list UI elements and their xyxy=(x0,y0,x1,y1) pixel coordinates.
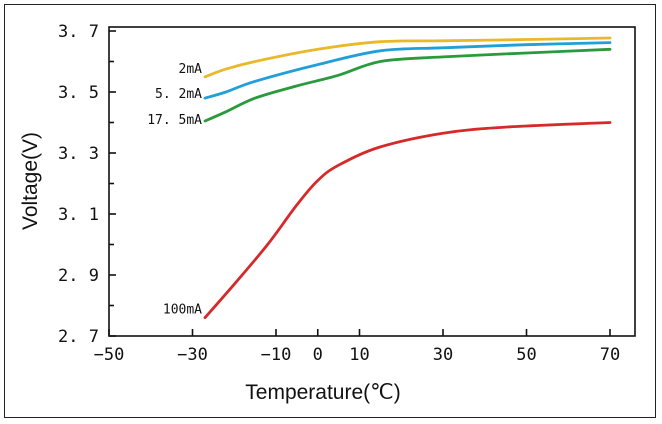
y-tick-label: 3. 5 xyxy=(58,83,99,103)
x-tick-label: 70 xyxy=(600,345,620,365)
voltage-temperature-chart: 3. 7 3. 5 3. 3 3. 1 2. 9 2. 7−50 −30 −10 0 10 30 50… xyxy=(19,22,636,404)
x-axis-title: Temperature(℃) xyxy=(245,381,400,404)
labels-layer: 2mA 5. 2mA 17. 5mA 100mA xyxy=(147,62,202,318)
y-axis-title: Voltage(V) xyxy=(19,132,42,230)
y-tick-label: 2. 9 xyxy=(58,266,99,286)
series-line-17-5ma xyxy=(203,47,612,123)
x-tick-label: 50 xyxy=(516,345,536,365)
series-line-2ma xyxy=(203,36,612,79)
series-label-2ma: 2mA xyxy=(179,62,203,77)
series-label-100ma: 100mA xyxy=(163,303,202,318)
y-tick-label: 3. 1 xyxy=(58,205,99,225)
series-line-5-2ma xyxy=(203,41,612,100)
x-tick-label: −10 xyxy=(261,345,292,365)
y-tick-label: 3. 3 xyxy=(58,144,99,164)
series-label-5-2ma: 5. 2mA xyxy=(155,87,202,102)
series-line-100ma xyxy=(203,121,612,320)
plot-area-border xyxy=(108,26,636,337)
x-tick-label: 30 xyxy=(433,345,453,365)
x-tick-label: 0 xyxy=(313,345,323,365)
series-layer xyxy=(203,36,612,320)
chart-frame: 3. 7 3. 5 3. 3 3. 1 2. 9 2. 7 −50 −30 −10 0 10 30 50… xyxy=(4,4,656,418)
y-tick-label: 3. 7 xyxy=(58,22,99,42)
axis-ticks: 3. 7 3. 5 3. 3 3. 1 2. 9 2. 7−50 −30 −10 0 10 30 50… xyxy=(58,22,620,365)
x-tick-label: −30 xyxy=(177,345,208,365)
series-label-17-5ma: 17. 5mA xyxy=(147,113,202,128)
x-tick-label: 10 xyxy=(349,345,369,365)
x-tick-label: −50 xyxy=(94,345,125,365)
y-tick-label: 2. 7 xyxy=(58,327,99,347)
